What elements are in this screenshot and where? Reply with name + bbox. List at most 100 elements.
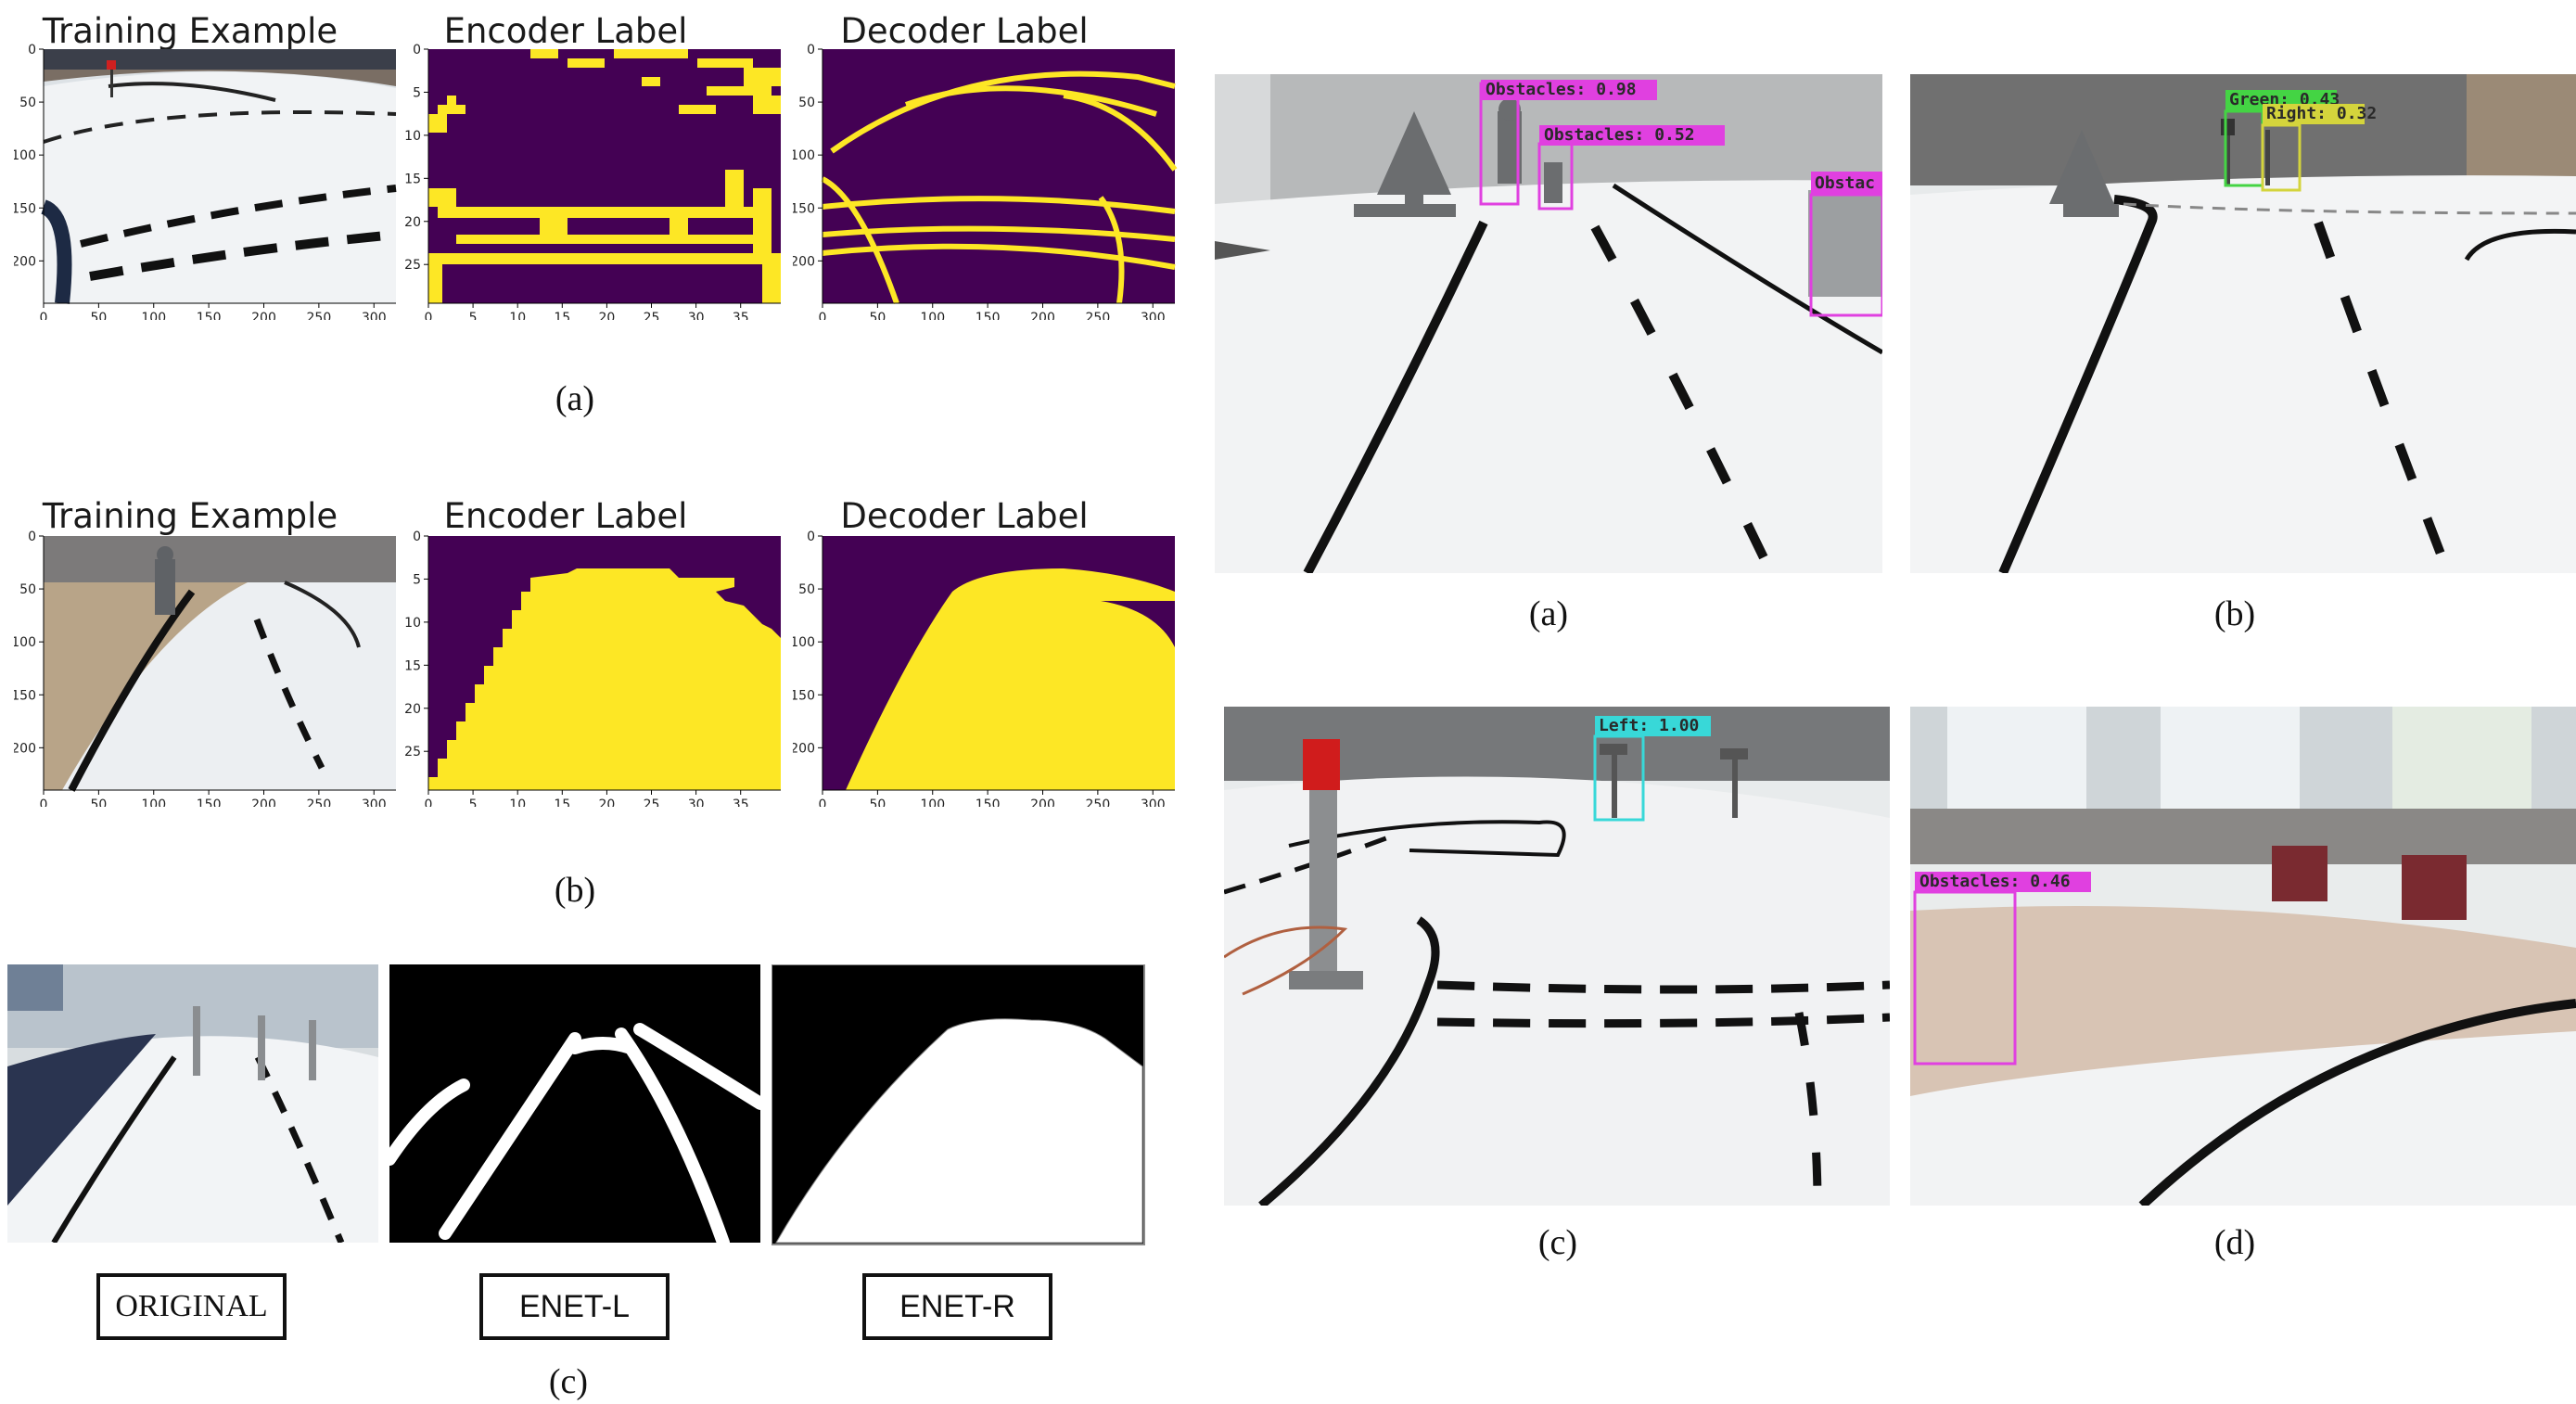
- y-tick-label: 100: [14, 635, 36, 650]
- x-tick-label: 250: [307, 311, 332, 320]
- enet-r-output-image: [772, 964, 1145, 1245]
- x-tick-label: 200: [1030, 798, 1055, 807]
- caption-right-d: (d): [2213, 1223, 2256, 1262]
- y-tick-label: 0: [413, 530, 421, 544]
- original-label-box: ORIGINAL: [96, 1273, 287, 1340]
- x-tick-label: 150: [976, 311, 1001, 320]
- y-tick-label: 15: [404, 658, 421, 673]
- x-tick-label: 5: [469, 798, 478, 807]
- y-tick-label: 50: [798, 96, 815, 110]
- training-example-image-b: 0 50 100 150 200 250 300 0 50 100 150 200: [14, 530, 396, 807]
- panel-title: Decoder Label: [840, 496, 1089, 536]
- y-tick-label: 200: [793, 254, 815, 269]
- x-tick-label: 300: [1141, 311, 1166, 320]
- x-tick-label: 0: [819, 311, 827, 320]
- x-tick-label: 25: [644, 798, 660, 807]
- y-tick-label: 150: [793, 201, 815, 216]
- y-tick-label: 25: [404, 745, 421, 759]
- x-tick-label: 300: [362, 311, 387, 320]
- x-tick-label: 300: [1141, 798, 1166, 807]
- panel-title: Encoder Label: [443, 11, 688, 51]
- decoder-label-image-a: 0 50 100 150 200 250 300 0 50 100 150 200: [793, 43, 1178, 320]
- x-tick-label: 0: [425, 311, 433, 320]
- x-tick-label: 100: [141, 798, 166, 807]
- y-tick-label: 20: [404, 215, 421, 230]
- original-label: ORIGINAL: [115, 1289, 268, 1323]
- detection-image-b: Green: 0.43 Right: 0.32: [1910, 74, 2576, 573]
- x-tick-label: 5: [469, 311, 478, 320]
- y-tick-label: 150: [793, 688, 815, 703]
- x-tick-label: 250: [1086, 798, 1111, 807]
- x-tick-label: 200: [251, 311, 276, 320]
- y-tick-label: 20: [404, 702, 421, 717]
- x-tick-label: 35: [733, 311, 749, 320]
- detection-label: Obstacles: 0.46: [1919, 872, 2071, 891]
- y-tick-label: 0: [28, 43, 36, 57]
- y-tick-label: 50: [798, 582, 815, 597]
- caption-right-a: (a): [1528, 594, 1569, 633]
- detection-label: Right: 0.32: [2266, 104, 2377, 123]
- y-tick-label: 5: [413, 572, 421, 587]
- x-tick-label: 0: [40, 798, 48, 807]
- panel-title: Training Example: [42, 11, 338, 51]
- y-tick-label: 150: [14, 688, 36, 703]
- detection-label: Obstacles: 0.98: [1486, 80, 1637, 99]
- x-tick-label: 50: [869, 311, 886, 320]
- enet-r-label-box: ENET-R: [862, 1273, 1052, 1340]
- x-tick-label: 30: [688, 311, 705, 320]
- caption-left-c: (c): [548, 1362, 589, 1401]
- caption-right-c: (c): [1537, 1223, 1578, 1262]
- y-tick-label: 100: [14, 148, 36, 163]
- y-tick-label: 100: [793, 635, 815, 650]
- detection-image-c: Left: 1.00: [1224, 707, 1890, 1206]
- caption-right-b: (b): [2213, 594, 2256, 633]
- x-tick-label: 200: [1030, 311, 1055, 320]
- y-tick-label: 5: [413, 85, 421, 100]
- y-tick-label: 0: [413, 43, 421, 57]
- enet-l-label: ENET-L: [518, 1288, 631, 1324]
- x-tick-label: 0: [819, 798, 827, 807]
- y-tick-label: 10: [404, 129, 421, 144]
- detection-image-a: Obstacles: 0.98 Obstacles: 0.52 Obstac: [1215, 74, 1882, 573]
- x-tick-label: 100: [920, 798, 945, 807]
- y-tick-label: 0: [28, 530, 36, 544]
- x-tick-label: 100: [920, 311, 945, 320]
- x-tick-label: 10: [509, 311, 526, 320]
- x-tick-label: 10: [509, 798, 526, 807]
- y-tick-label: 150: [14, 201, 36, 216]
- encoder-label-grid-b: 0 5 10 15 20 25 30 35 0 5 10 15 20 25: [404, 530, 781, 807]
- y-tick-label: 200: [14, 254, 36, 269]
- detection-label: Obstac: [1815, 173, 1875, 193]
- x-tick-label: 250: [307, 798, 332, 807]
- y-tick-label: 200: [793, 741, 815, 756]
- x-tick-label: 50: [869, 798, 886, 807]
- original-image-c: [7, 964, 378, 1243]
- x-tick-label: 300: [362, 798, 387, 807]
- training-example-image-a: 0 50 100 150 200 250 300 0 50 100 150 200: [14, 43, 397, 320]
- x-tick-label: 50: [90, 798, 107, 807]
- x-tick-label: 0: [425, 798, 433, 807]
- detection-label: Left: 1.00: [1599, 716, 1699, 735]
- x-tick-label: 0: [40, 311, 48, 320]
- y-tick-label: 0: [807, 43, 815, 57]
- x-tick-label: 150: [197, 798, 222, 807]
- enet-r-label: ENET-R: [899, 1288, 1015, 1324]
- x-tick-label: 100: [141, 311, 166, 320]
- x-tick-label: 25: [644, 311, 660, 320]
- x-tick-label: 150: [197, 311, 222, 320]
- detection-label: Obstacles: 0.52: [1544, 125, 1695, 145]
- y-tick-label: 10: [404, 616, 421, 631]
- x-tick-label: 200: [251, 798, 276, 807]
- y-tick-label: 100: [793, 148, 815, 163]
- panel-title: Training Example: [42, 496, 338, 536]
- decoder-label-image-b: 0 50 100 150 200 250 300 0 50 100 150 200: [793, 530, 1175, 807]
- x-tick-label: 35: [733, 798, 749, 807]
- y-tick-label: 0: [807, 530, 815, 544]
- y-tick-label: 200: [14, 741, 36, 756]
- x-tick-label: 20: [598, 311, 615, 320]
- enet-l-output-image: [389, 964, 760, 1243]
- detection-image-d: Obstacles: 0.46: [1910, 707, 2576, 1206]
- y-tick-label: 50: [19, 96, 36, 110]
- y-tick-label: 25: [404, 258, 421, 273]
